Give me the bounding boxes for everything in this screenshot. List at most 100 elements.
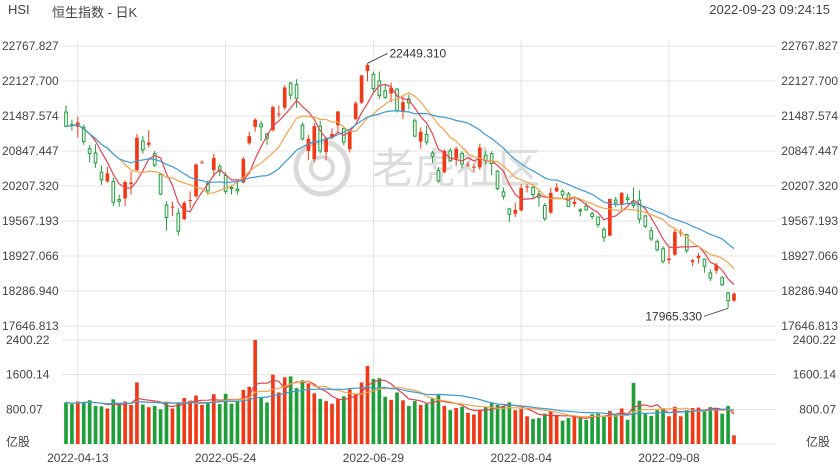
- candle-body-up: [194, 164, 198, 197]
- price-tick-label-right: 17646.813: [781, 319, 838, 333]
- volume-bar: [590, 414, 594, 444]
- volume-bar: [613, 414, 618, 444]
- candle-body-up: [418, 131, 423, 142]
- volume-bar: [395, 392, 399, 444]
- candle-body-up: [513, 209, 518, 214]
- candle-body-down: [288, 82, 293, 96]
- price-ma10-line: [65, 92, 735, 270]
- x-tick-label: 2022-06-29: [343, 451, 405, 465]
- candle-body-down: [649, 230, 654, 240]
- volume-bar: [602, 416, 606, 444]
- candle-body-down: [720, 277, 725, 286]
- price-ma20-line: [65, 110, 735, 250]
- volume-bar: [655, 410, 659, 444]
- candle-body-down: [99, 171, 104, 181]
- volume-bar: [637, 400, 642, 444]
- volume-bar: [188, 400, 192, 444]
- candle-body-up: [146, 142, 151, 145]
- candle-body-up: [282, 87, 287, 108]
- volume-ma20-line: [65, 386, 735, 416]
- candle-body-up: [105, 173, 110, 182]
- volume-bar: [141, 404, 145, 444]
- volume-bar: [365, 366, 370, 444]
- volume-bar: [211, 394, 216, 444]
- volume-tick-label-left: 1600.14: [6, 368, 50, 382]
- volume-bar: [684, 410, 689, 444]
- volume-bar: [507, 402, 512, 444]
- volume-bar: [70, 404, 74, 444]
- volume-bar: [690, 408, 695, 444]
- volume-tick-label-left: 800.07: [6, 402, 43, 416]
- price-tick-label-right: 18286.940: [781, 284, 838, 298]
- volume-bar: [483, 406, 488, 444]
- volume-bar: [548, 411, 553, 444]
- candle-body-up: [123, 182, 127, 199]
- candle-body-up: [253, 119, 258, 127]
- volume-bar: [714, 408, 719, 444]
- candle-body-down: [578, 209, 583, 212]
- volume-bar: [377, 378, 382, 444]
- candle-body-down: [708, 272, 713, 279]
- volume-bar: [152, 405, 157, 444]
- price-tick-label-right: 19567.193: [781, 214, 838, 228]
- candle-body-down: [424, 133, 429, 143]
- volume-bar: [584, 419, 589, 444]
- candle-body-up: [619, 192, 624, 205]
- volume-bar: [217, 404, 222, 444]
- low-leader-line: [703, 307, 729, 317]
- volume-bar: [572, 416, 577, 444]
- candle-body-down: [655, 241, 659, 251]
- candle-body-down: [229, 186, 234, 189]
- candle-body-down: [590, 213, 594, 217]
- candle-body-up: [365, 65, 370, 72]
- volume-tick-label-right: 800.07: [799, 402, 836, 416]
- volume-bar: [123, 401, 127, 444]
- volume-tick-label-right: 2400.22: [793, 333, 837, 347]
- candle-body-down: [560, 190, 565, 196]
- candle-body-down: [643, 215, 648, 227]
- volume-bar: [170, 408, 175, 444]
- x-tick-label: 2022-05-24: [195, 451, 257, 465]
- volume-tick-label-right: 1600.14: [793, 368, 837, 382]
- candle-body-down: [637, 199, 642, 220]
- volume-bar: [560, 420, 565, 444]
- candle-body-up: [347, 131, 352, 150]
- volume-bar: [146, 407, 151, 444]
- candle-body-down: [460, 153, 464, 165]
- candle-body-down: [377, 80, 382, 97]
- volume-bar: [542, 413, 547, 444]
- candle-body-down: [436, 170, 441, 182]
- price-tick-label-left: 19567.193: [2, 214, 59, 228]
- candle-body-down: [300, 124, 305, 140]
- volume-bar: [312, 393, 317, 444]
- volume-bar: [247, 386, 252, 444]
- volume-bar: [330, 403, 334, 444]
- candle-body-down: [235, 188, 240, 192]
- candle-body-up: [401, 102, 405, 113]
- volume-bar: [442, 405, 447, 444]
- volume-bar: [117, 403, 122, 444]
- volume-ma-lines: [65, 379, 735, 419]
- volume-bar: [265, 402, 269, 444]
- candle-body-down: [507, 208, 512, 215]
- volume-bar: [306, 383, 311, 444]
- volume-bar: [643, 413, 648, 444]
- annotations: 22449.310 17965.330: [367, 46, 729, 323]
- volume-bar: [342, 396, 346, 444]
- candle-body-down: [93, 152, 98, 164]
- candle-body-down: [87, 148, 92, 155]
- volume-bar: [105, 408, 110, 444]
- candle-body-down: [141, 140, 145, 151]
- volume-bar: [401, 400, 405, 444]
- volume-bar: [454, 408, 458, 444]
- volume-bar: [673, 406, 677, 444]
- volume-bar: [235, 401, 240, 444]
- axis-labels: 22767.827 22767.827 22127.700 22127.700 2148…: [2, 39, 838, 465]
- candle-body-up: [135, 137, 139, 170]
- volume-bar: [489, 403, 494, 444]
- candle-body-down: [702, 258, 707, 267]
- volume-bar: [223, 393, 228, 444]
- candle-body-up: [548, 192, 553, 213]
